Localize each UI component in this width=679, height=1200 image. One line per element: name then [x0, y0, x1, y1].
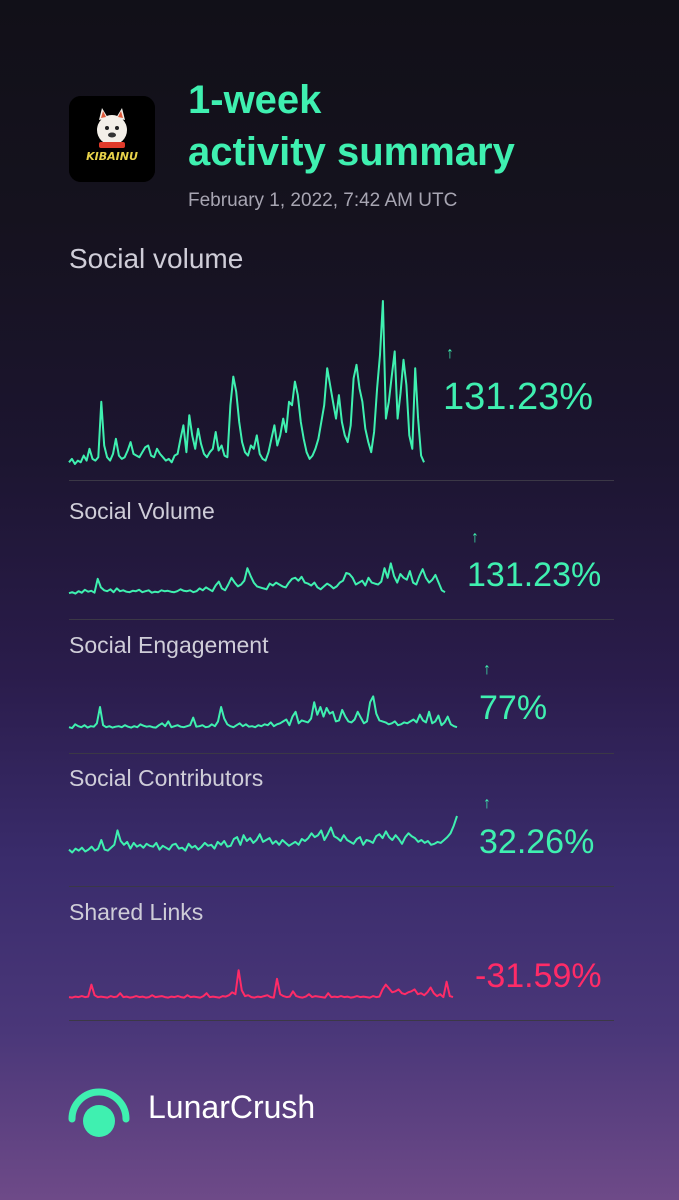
metric-label-shared-links: Shared Links: [69, 899, 204, 925]
sparkline-social-volume: [68, 562, 446, 595]
divider: [69, 753, 614, 754]
series-line: [68, 815, 458, 854]
divider: [69, 886, 614, 887]
divider: [69, 619, 614, 620]
page-title: 1-week activity summary: [188, 74, 515, 178]
metric-label-social-volume: Social Volume: [69, 498, 215, 524]
kibainu-logo-icon: KIBAINU: [69, 96, 155, 182]
metric-change-shared-links: -31.59%: [475, 957, 602, 995]
metric-arrow-social-volume: ↑: [471, 529, 479, 546]
divider: [69, 480, 614, 481]
metric-label-social-engagement: Social Engagement: [69, 632, 269, 658]
main-metric-label: Social volume: [69, 243, 244, 274]
metric-change-social-volume: 131.23%: [467, 556, 602, 594]
svg-text:KIBAINU: KIBAINU: [86, 150, 138, 163]
main-sparkline: [68, 300, 425, 465]
lunarcrush-logo-icon: [68, 1088, 130, 1137]
divider: [69, 1020, 614, 1021]
series-line: [68, 695, 458, 730]
timestamp: February 1, 2022, 7:42 AM UTC: [188, 190, 458, 211]
title-line-2: activity summary: [188, 130, 515, 174]
sparkline-social-engagement: [68, 695, 458, 730]
title-line-1: 1-week: [188, 78, 322, 122]
sparkline-social-contributors: [68, 815, 458, 854]
series-line: [68, 300, 425, 465]
metric-arrow-social-engagement: ↑: [483, 661, 491, 678]
sparkline-shared-links: [68, 969, 454, 999]
token-logo: KIBAINU: [69, 96, 155, 182]
series-line: [68, 562, 446, 595]
metric-arrow-social-contributors: ↑: [483, 795, 491, 812]
metric-change-social-engagement: 77%: [479, 689, 548, 727]
metric-change-social-contributors: 32.26%: [479, 823, 595, 861]
brand-name: LunarCrush: [148, 1089, 316, 1125]
series-line: [68, 969, 454, 999]
main-metric-arrow: ↑: [446, 345, 454, 362]
metric-label-social-contributors: Social Contributors: [69, 765, 264, 791]
main-metric-change: 131.23%: [443, 376, 594, 418]
